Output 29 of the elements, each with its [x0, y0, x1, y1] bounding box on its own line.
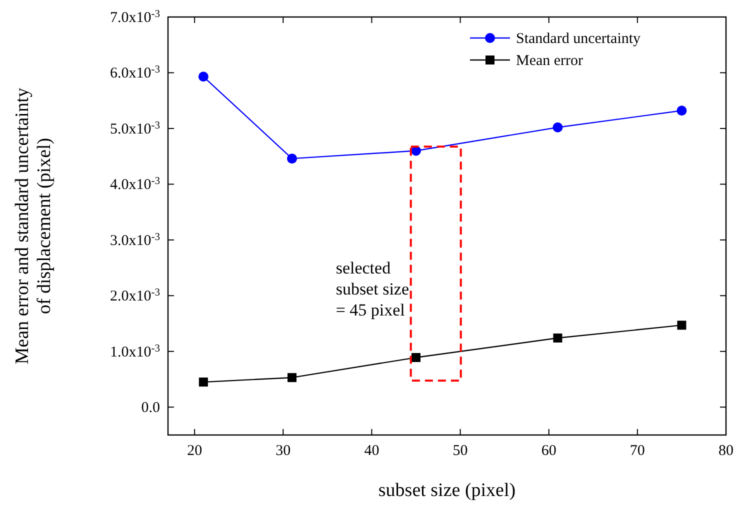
y-tick-label: 3.0x10$^{-3}$ [110, 231, 160, 249]
x-tick-label: 50 [452, 443, 468, 459]
y-tick-label: 6.0x10$^{-3}$ [110, 64, 160, 82]
y-axis-title: Mean error and standard uncertainty of displacement (pixel) [12, 87, 55, 364]
y-tick-label: 4.0x10$^{-3}$ [110, 176, 160, 194]
y-tick-label: 2.0x10$^{-3}$ [110, 287, 160, 305]
legend-label: Standard uncertainty [516, 31, 642, 47]
y-tick-label: 0.0 [141, 400, 160, 416]
point [288, 373, 296, 382]
annotation: selected subset size = 45 pixel [336, 258, 410, 320]
y-tick-label: 1.0x10$^{-3}$ [110, 342, 160, 360]
point [553, 334, 562, 343]
y-tick-label: 7.0x10$^{-3}$ [110, 8, 160, 26]
point [198, 72, 208, 82]
x-axis-title: subset size (pixel) [378, 480, 516, 501]
point [676, 106, 687, 116]
legend-label: Mean error [516, 53, 584, 69]
y-tick-label: 5.0x10$^{-3}$ [110, 120, 160, 138]
point [287, 154, 297, 164]
x-tick-label: 20 [187, 443, 202, 459]
x-tick-label: 60 [541, 443, 556, 459]
point [677, 320, 686, 330]
point [552, 122, 563, 132]
x-tick-label: 80 [718, 443, 734, 459]
x-tick-label: 40 [364, 443, 380, 459]
point [198, 378, 208, 387]
x-tick-label: 30 [276, 443, 291, 459]
point [412, 353, 420, 362]
x-tick-label: 70 [630, 443, 645, 459]
